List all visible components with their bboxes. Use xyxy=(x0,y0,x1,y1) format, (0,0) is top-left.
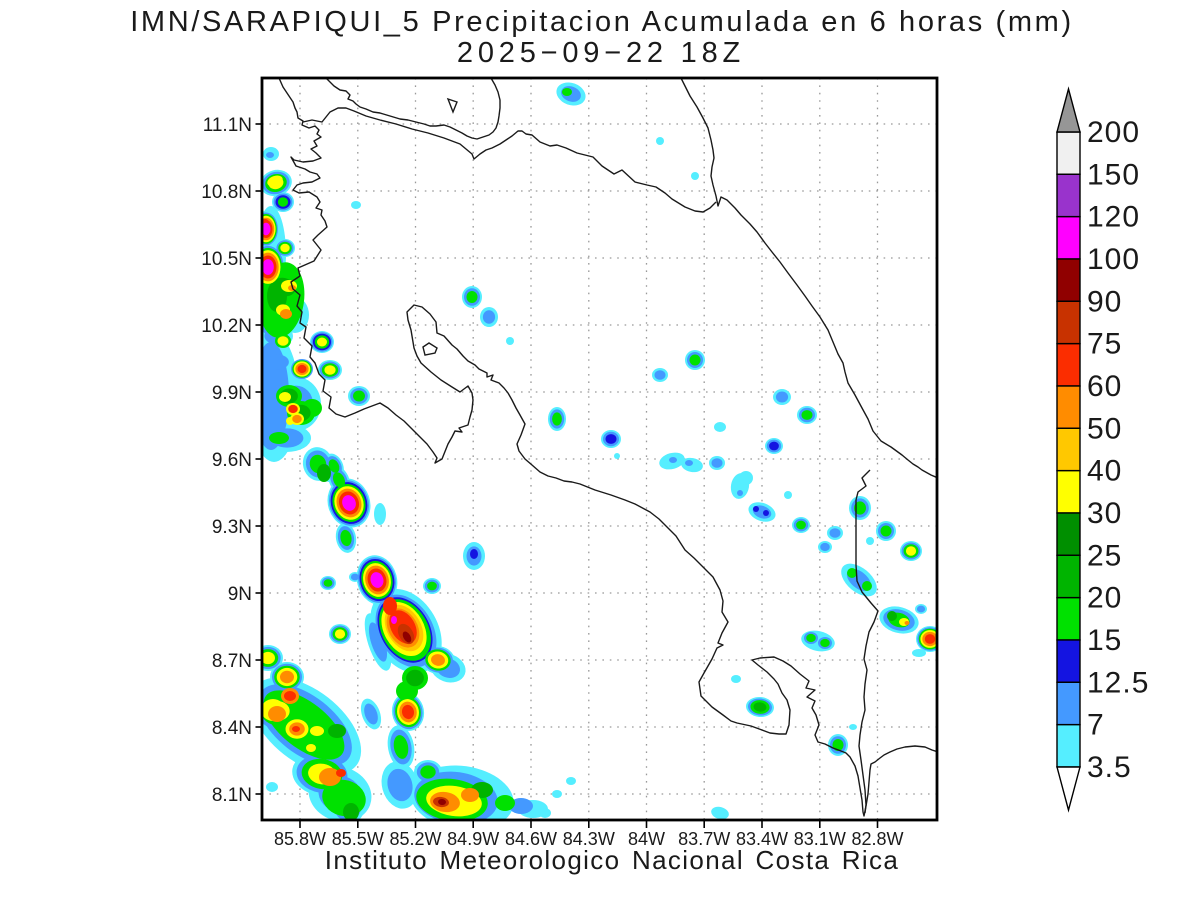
svg-text:8.7N: 8.7N xyxy=(212,651,252,672)
svg-text:9.9N: 9.9N xyxy=(212,383,252,404)
svg-text:7: 7 xyxy=(1087,709,1105,742)
svg-text:120: 120 xyxy=(1087,201,1140,234)
svg-text:60: 60 xyxy=(1087,370,1122,403)
svg-text:10.5N: 10.5N xyxy=(201,249,252,270)
svg-text:IMN/SARAPIQUI_5 Precipitacion: IMN/SARAPIQUI_5 Precipitacion Acumulada … xyxy=(130,6,1074,38)
svg-text:8.1N: 8.1N xyxy=(212,785,252,806)
svg-text:25: 25 xyxy=(1087,539,1122,572)
svg-text:85.2W: 85.2W xyxy=(389,829,441,849)
svg-text:9.3N: 9.3N xyxy=(212,517,252,538)
svg-text:84.3W: 84.3W xyxy=(563,829,615,849)
svg-text:85.5W: 85.5W xyxy=(332,829,384,849)
svg-text:10.8N: 10.8N xyxy=(201,182,252,203)
svg-text:84W: 84W xyxy=(628,829,665,849)
svg-text:75: 75 xyxy=(1087,328,1122,361)
svg-text:9N: 9N xyxy=(228,584,252,605)
svg-text:83.7W: 83.7W xyxy=(678,829,730,849)
svg-text:84.9W: 84.9W xyxy=(447,829,499,849)
svg-text:83.1W: 83.1W xyxy=(794,829,846,849)
svg-text:82.8W: 82.8W xyxy=(851,829,903,849)
svg-text:10.2N: 10.2N xyxy=(201,316,252,337)
svg-text:50: 50 xyxy=(1087,412,1122,445)
svg-text:11.1N: 11.1N xyxy=(203,115,252,136)
svg-text:100: 100 xyxy=(1087,243,1140,276)
svg-text:12.5: 12.5 xyxy=(1087,666,1149,699)
svg-text:20: 20 xyxy=(1087,582,1122,615)
svg-text:200: 200 xyxy=(1087,116,1140,149)
svg-text:150: 150 xyxy=(1087,158,1140,191)
svg-text:90: 90 xyxy=(1087,285,1122,318)
svg-text:Instituto Meteorologico Nacion: Instituto Meteorologico Nacional Costa R… xyxy=(325,845,899,875)
svg-text:83.4W: 83.4W xyxy=(736,829,788,849)
svg-text:8.4N: 8.4N xyxy=(212,718,252,739)
svg-text:3.5: 3.5 xyxy=(1087,751,1132,784)
svg-text:30: 30 xyxy=(1087,497,1122,530)
svg-text:85.8W: 85.8W xyxy=(274,829,326,849)
svg-text:2025−09−22 18Z: 2025−09−22 18Z xyxy=(457,37,745,69)
svg-text:15: 15 xyxy=(1087,624,1122,657)
svg-text:40: 40 xyxy=(1087,455,1122,488)
svg-text:9.6N: 9.6N xyxy=(212,450,252,471)
svg-text:84.6W: 84.6W xyxy=(505,829,557,849)
